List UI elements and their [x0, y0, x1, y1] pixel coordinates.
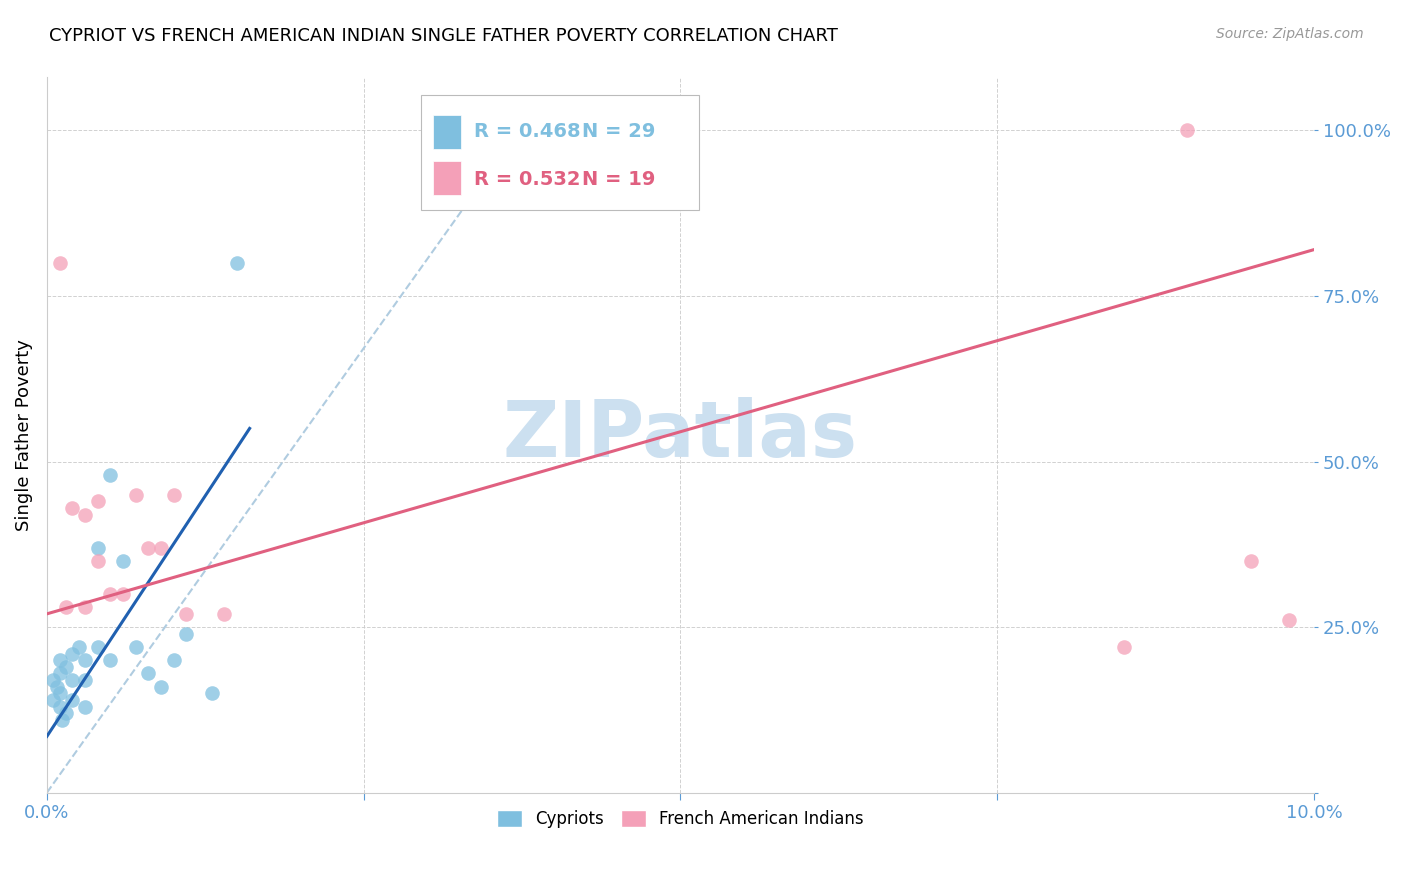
Point: [111, 554, 134, 568]
Point: [149, 541, 172, 555]
Point: [73, 508, 96, 522]
Text: N = 19: N = 19: [582, 170, 655, 189]
Point: [174, 607, 197, 621]
Text: R = 0.468: R = 0.468: [474, 121, 581, 141]
Point: [1112, 640, 1135, 654]
Point: [201, 686, 224, 700]
FancyBboxPatch shape: [420, 95, 699, 210]
Point: [42, 693, 65, 707]
Point: [67, 640, 90, 654]
Point: [60, 693, 83, 707]
Point: [98, 587, 121, 601]
Point: [214, 607, 236, 621]
Point: [86, 541, 108, 555]
Point: [48, 686, 70, 700]
Text: Source: ZipAtlas.com: Source: ZipAtlas.com: [1216, 27, 1364, 41]
Point: [86, 494, 108, 508]
Text: N = 29: N = 29: [582, 121, 655, 141]
Point: [55, 600, 77, 615]
Point: [73, 673, 96, 687]
Point: [55, 660, 77, 674]
Point: [60, 673, 83, 687]
Text: ZIPatlas: ZIPatlas: [503, 397, 858, 473]
Point: [98, 653, 121, 667]
Point: [162, 653, 184, 667]
Text: CYPRIOT VS FRENCH AMERICAN INDIAN SINGLE FATHER POVERTY CORRELATION CHART: CYPRIOT VS FRENCH AMERICAN INDIAN SINGLE…: [49, 27, 838, 45]
Point: [98, 467, 121, 482]
Point: [46, 680, 69, 694]
Point: [60, 647, 83, 661]
Point: [60, 500, 83, 515]
Point: [51, 713, 73, 727]
Point: [86, 554, 108, 568]
Point: [73, 600, 96, 615]
Text: R = 0.532: R = 0.532: [474, 170, 581, 189]
Bar: [433, 115, 461, 149]
Point: [136, 666, 159, 681]
Point: [1175, 123, 1198, 137]
Bar: [433, 161, 461, 195]
Point: [1278, 614, 1301, 628]
Point: [174, 626, 197, 640]
Point: [48, 256, 70, 270]
Point: [162, 488, 184, 502]
Point: [73, 699, 96, 714]
Point: [73, 653, 96, 667]
Point: [124, 640, 146, 654]
Legend: Cypriots, French American Indians: Cypriots, French American Indians: [491, 803, 870, 834]
Point: [48, 666, 70, 681]
Point: [55, 706, 77, 721]
Point: [149, 680, 172, 694]
Point: [136, 541, 159, 555]
Point: [48, 699, 70, 714]
Point: [1239, 554, 1261, 568]
Point: [111, 587, 134, 601]
Point: [226, 256, 249, 270]
Point: [86, 640, 108, 654]
Point: [42, 673, 65, 687]
Y-axis label: Single Father Poverty: Single Father Poverty: [15, 339, 32, 531]
Point: [48, 653, 70, 667]
Point: [124, 488, 146, 502]
